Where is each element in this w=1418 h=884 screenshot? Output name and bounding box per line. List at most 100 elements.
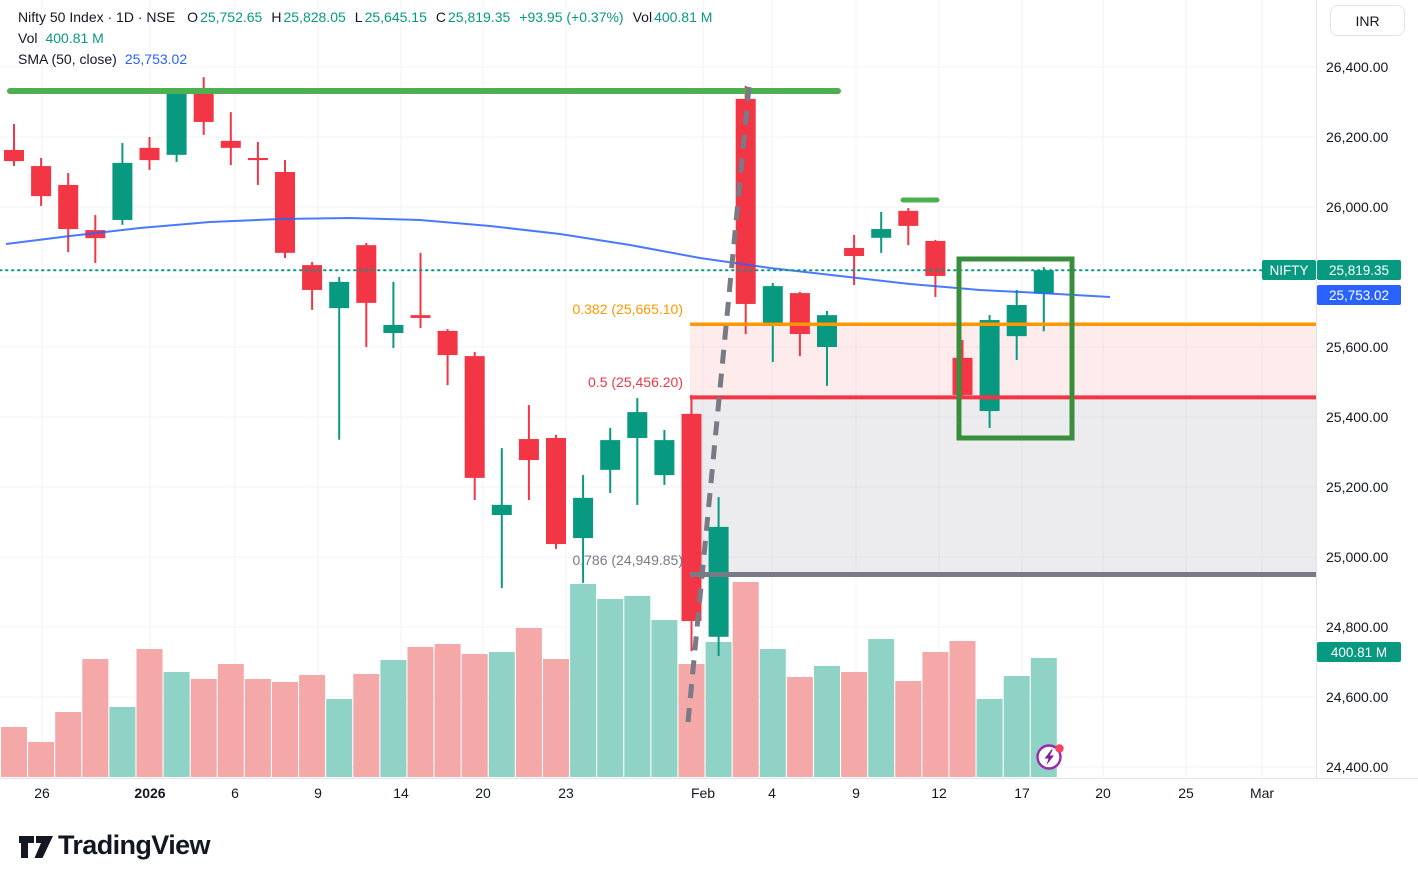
symbol-title: Nifty 50 Index · 1D · NSE: [18, 9, 176, 25]
candle-body: [410, 315, 431, 318]
candle-body: [654, 440, 675, 476]
chart-canvas[interactable]: [0, 0, 1316, 778]
x-axis-label: 20: [475, 785, 491, 801]
volume-bar: [976, 699, 1003, 777]
volume-bar: [678, 664, 705, 777]
volume-bar: [570, 584, 597, 777]
sma-study-value: 25,753.02: [124, 51, 188, 67]
fib-zone: [690, 397, 1316, 575]
volume-bar: [55, 712, 82, 777]
volume-bar: [299, 675, 326, 777]
volume-bar: [136, 649, 163, 777]
chart-legend: Nifty 50 Index · 1D · NSE O 25,752.65 H 25…: [18, 7, 712, 70]
x-axis-label: 12: [931, 785, 947, 801]
volume-bar: [543, 659, 569, 777]
x-axis-label: Feb: [690, 785, 716, 801]
volume-bar: [868, 639, 895, 777]
candle-body: [573, 497, 594, 539]
candle-body: [220, 140, 241, 148]
y-axis-label: 25,000.00: [1326, 549, 1389, 565]
y-axis-label: 24,800.00: [1326, 619, 1389, 635]
volume-bar: [109, 707, 136, 777]
volume-bar: [949, 641, 976, 777]
tradingview-wordmark[interactable]: TradingView: [58, 830, 211, 860]
candle-body: [789, 293, 810, 335]
volume-bar: [190, 679, 217, 777]
volume-bar: [705, 642, 732, 777]
sma-study-label: SMA (50, close): [18, 51, 117, 67]
volume-study-value: 400.81 M: [45, 30, 104, 46]
legend-volume-row[interactable]: Vol 400.81 M: [18, 28, 712, 49]
candle-body: [31, 166, 52, 197]
volume-bar: [380, 660, 407, 777]
candle-body: [762, 286, 783, 325]
y-axis-label: 24,600.00: [1326, 689, 1389, 705]
candle-body: [952, 357, 973, 395]
volume-inline: Vol 400.81 M: [632, 9, 713, 25]
y-axis-label: 24,400.00: [1326, 759, 1389, 775]
volume-bar: [1, 727, 27, 777]
volume-bar: [353, 674, 380, 777]
currency-button[interactable]: INR: [1330, 5, 1405, 36]
y-axis-label: 25,200.00: [1326, 479, 1389, 495]
candle-body: [518, 439, 539, 461]
volume-bar: [434, 644, 461, 777]
volume-bar: [759, 649, 786, 777]
candle-body: [546, 438, 566, 545]
volume-bar: [244, 679, 271, 777]
volume-bar: [461, 654, 488, 777]
candle-body: [356, 245, 377, 303]
volume-study-label: Vol: [18, 30, 38, 46]
candle-body: [817, 315, 837, 347]
candle-body: [1033, 270, 1054, 294]
volume-bar: [163, 672, 190, 777]
volume-bar: [82, 659, 109, 777]
candle-body: [491, 504, 512, 515]
x-axis-label: 2026: [134, 785, 166, 801]
nifty-price-badge: 25,819.35: [1317, 260, 1401, 280]
candle-body: [898, 210, 919, 226]
volume-bar: [651, 620, 678, 777]
x-axis-label: 6: [231, 785, 239, 801]
candle-body: [383, 324, 404, 333]
price-label-nifty: NIFTY 25,819.35: [1262, 260, 1401, 280]
x-axis-label: 14: [393, 785, 409, 801]
candle-body: [85, 230, 106, 239]
ohlc-close: C 25,819.35: [435, 9, 511, 25]
ohlc-open: O 25,752.65: [187, 9, 263, 25]
volume-bar: [488, 652, 515, 777]
candle-body: [627, 412, 648, 438]
y-axis-label: 26,200.00: [1326, 129, 1389, 145]
dashed-trendline[interactable]: [685, 86, 752, 723]
legend-sma-row[interactable]: SMA (50, close) 25,753.02: [18, 49, 712, 70]
fib-zone: [690, 324, 1316, 398]
volume-bar: [597, 599, 624, 777]
candle-body: [708, 526, 729, 637]
highlight-box[interactable]: [956, 256, 1075, 441]
candle-body: [735, 98, 756, 304]
volume-bar: [732, 582, 759, 777]
x-axis-label: 4: [768, 785, 776, 801]
candle-body: [437, 330, 458, 356]
sma-price-badge: 25,753.02: [1317, 285, 1401, 305]
x-axis-label: 9: [852, 785, 860, 801]
fib-label-0.5: 0.5 (25,456.20): [588, 374, 683, 391]
volume-bar: [841, 672, 868, 777]
time-axis[interactable]: 26 2026 6 9 14 20 23 Feb 4 9 12 17 20 25 Mar: [0, 778, 1418, 811]
candle-body: [247, 158, 268, 161]
candle-body: [979, 320, 1000, 412]
candle-body: [193, 90, 214, 122]
candle-body: [58, 184, 79, 230]
candle-body: [925, 240, 946, 276]
legend-symbol-row[interactable]: Nifty 50 Index · 1D · NSE O 25,752.65 H 25…: [18, 7, 712, 28]
ohlc-low: L 25,645.15: [354, 9, 427, 25]
y-axis-label: 26,000.00: [1326, 199, 1389, 215]
price-axis[interactable]: 26,400.00 26,200.00 26,000.00 25,600.00 25,4…: [1316, 0, 1418, 810]
sma-line[interactable]: [5, 217, 1111, 298]
volume-bar: [786, 677, 813, 777]
volume-bar: [624, 596, 651, 777]
candle-body: [329, 281, 350, 309]
sparks-button[interactable]: [1035, 741, 1065, 771]
candle-body: [275, 172, 295, 253]
y-axis-label: 25,600.00: [1326, 339, 1389, 355]
